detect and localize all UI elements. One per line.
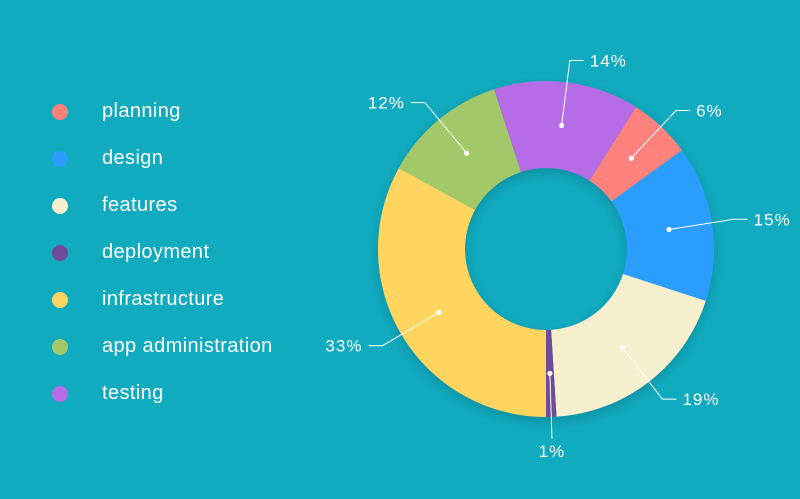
legend-item-design: design	[52, 135, 273, 182]
legend-item-deployment: deployment	[52, 229, 273, 276]
slice-testing	[494, 81, 637, 181]
legend-label-features: features	[102, 194, 178, 216]
leader-dot-planning	[628, 155, 634, 161]
data-label-deployment: 1%	[539, 442, 566, 461]
legend-item-features: features	[52, 182, 273, 229]
data-label-features: 19%	[682, 390, 719, 409]
leader-line-infrastructure	[368, 311, 440, 347]
leader-line-features	[621, 347, 677, 400]
leader-dot-app-administration	[464, 150, 470, 156]
leader-line-app-administration	[410, 102, 468, 154]
slice-infrastructure	[377, 168, 546, 417]
slice-design	[611, 150, 714, 301]
data-label-design: 15%	[754, 210, 791, 229]
legend-swatch-deployment	[52, 244, 68, 261]
legend-item-app-administration: app administration	[52, 323, 273, 370]
data-label-infrastructure: 33%	[325, 337, 362, 356]
legend-label-infrastructure: infrastructure	[102, 288, 225, 310]
leader-dot-infrastructure	[436, 309, 442, 315]
leader-dot-deployment	[547, 370, 553, 377]
slice-planning	[589, 107, 682, 202]
legend-label-app-administration: app administration	[102, 335, 273, 357]
legend-swatch-testing	[52, 385, 68, 402]
data-label-app-administration: 12%	[368, 94, 405, 113]
legend-item-infrastructure: infrastructure	[52, 276, 273, 323]
legend-swatch-features	[52, 197, 68, 214]
legend-swatch-planning	[52, 103, 68, 120]
donut-labels: 33% 12% 14% 6% 15% 19% 1%	[325, 51, 791, 461]
slice-app-administration	[398, 89, 521, 210]
legend-item-testing: testing	[52, 370, 273, 417]
legend-swatch-infrastructure	[52, 291, 68, 308]
data-label-planning: 6%	[696, 101, 723, 120]
legend-swatch-app-administration	[52, 338, 68, 355]
chart-legend: planning design features deployment infr…	[52, 88, 273, 417]
legend-item-planning: planning	[52, 88, 273, 135]
leader-dot-design	[666, 226, 672, 233]
leader-dot-testing	[559, 122, 565, 129]
data-label-testing: 14%	[590, 51, 627, 70]
leader-line-testing	[561, 59, 584, 126]
donut-slices	[377, 81, 714, 417]
legend-label-testing: testing	[102, 382, 164, 404]
legend-swatch-design	[52, 150, 68, 167]
leader-line-design	[668, 218, 748, 231]
leader-line-deployment	[549, 373, 553, 439]
leader-line-planning	[630, 109, 691, 159]
legend-label-planning: planning	[102, 100, 181, 122]
slice-features	[551, 274, 706, 417]
leader-dot-features	[619, 344, 625, 350]
legend-label-design: design	[102, 147, 164, 169]
legend-label-deployment: deployment	[102, 241, 210, 263]
